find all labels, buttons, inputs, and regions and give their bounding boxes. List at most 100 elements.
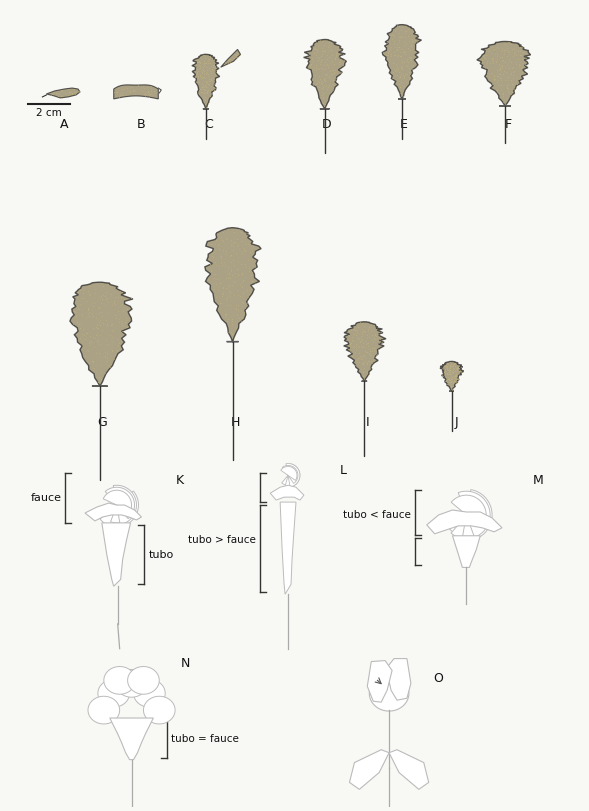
Point: [478, 59, 487, 72]
Point: [309, 47, 319, 60]
Point: [372, 327, 382, 340]
Point: [343, 342, 353, 355]
Point: [106, 288, 115, 301]
Point: [334, 47, 343, 60]
Point: [439, 366, 449, 379]
Point: [330, 52, 339, 65]
Point: [346, 337, 355, 350]
Point: [450, 370, 459, 383]
Point: [191, 60, 200, 73]
Point: [504, 62, 514, 75]
Point: [345, 324, 354, 337]
Point: [494, 41, 503, 54]
Point: [223, 54, 233, 67]
Point: [95, 291, 104, 304]
Point: [507, 88, 516, 101]
Point: [451, 368, 461, 381]
Point: [111, 297, 120, 310]
Point: [352, 318, 361, 331]
Point: [311, 63, 320, 76]
Point: [120, 315, 130, 328]
Point: [191, 58, 200, 71]
Point: [515, 49, 525, 62]
Point: [449, 375, 458, 388]
Point: [140, 88, 149, 101]
Point: [358, 316, 367, 329]
Text: tubo: tubo: [148, 550, 174, 560]
Point: [101, 333, 111, 345]
Point: [408, 62, 418, 75]
Point: [331, 63, 340, 76]
Point: [492, 63, 502, 76]
Point: [370, 341, 380, 354]
Point: [331, 49, 340, 62]
Point: [392, 42, 402, 55]
Point: [455, 361, 464, 374]
Point: [479, 51, 488, 64]
Point: [508, 69, 518, 82]
Point: [359, 372, 368, 385]
Point: [204, 84, 213, 97]
Point: [239, 306, 249, 319]
Polygon shape: [427, 510, 502, 534]
Point: [382, 49, 392, 62]
Point: [333, 41, 342, 54]
Point: [362, 332, 372, 345]
Polygon shape: [462, 490, 492, 541]
Point: [509, 46, 519, 59]
Point: [244, 287, 253, 300]
Point: [201, 71, 210, 84]
Point: [448, 360, 458, 373]
Point: [91, 328, 100, 341]
Point: [198, 61, 208, 74]
Point: [343, 333, 352, 345]
Point: [442, 377, 452, 390]
Point: [205, 56, 214, 69]
Point: [216, 277, 225, 290]
Point: [77, 327, 87, 340]
Polygon shape: [134, 680, 166, 707]
Point: [114, 336, 124, 349]
Point: [515, 45, 525, 58]
Point: [396, 80, 405, 93]
Point: [382, 51, 391, 64]
Point: [226, 325, 236, 338]
Point: [438, 363, 448, 375]
Point: [317, 45, 327, 58]
Point: [100, 298, 110, 311]
Point: [348, 334, 357, 347]
Point: [110, 290, 120, 303]
Point: [398, 90, 408, 103]
Point: [203, 87, 212, 100]
Point: [191, 71, 200, 84]
Point: [449, 371, 458, 384]
Point: [442, 370, 451, 383]
Point: [87, 307, 97, 320]
Point: [85, 280, 95, 293]
Point: [191, 68, 201, 81]
Point: [455, 365, 465, 378]
Point: [220, 258, 230, 271]
Point: [332, 72, 341, 85]
Point: [206, 264, 216, 277]
Point: [445, 379, 455, 392]
Point: [214, 242, 224, 255]
Point: [318, 58, 327, 71]
Point: [201, 52, 210, 65]
Point: [484, 64, 493, 77]
Point: [144, 86, 153, 99]
Point: [200, 54, 209, 67]
Point: [317, 34, 327, 47]
Point: [512, 77, 522, 90]
Point: [229, 237, 238, 250]
Point: [397, 30, 406, 43]
Polygon shape: [105, 487, 134, 519]
Point: [233, 304, 243, 317]
Point: [371, 329, 380, 342]
Point: [94, 346, 103, 359]
Point: [197, 62, 207, 75]
Polygon shape: [103, 490, 131, 511]
Point: [504, 35, 513, 48]
Point: [359, 350, 368, 363]
Point: [71, 309, 81, 322]
